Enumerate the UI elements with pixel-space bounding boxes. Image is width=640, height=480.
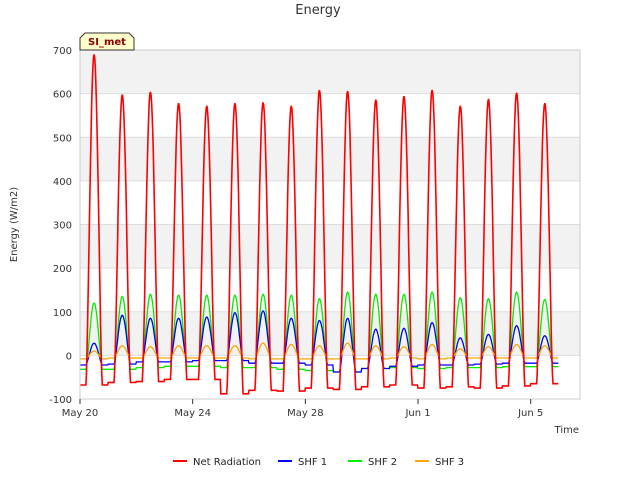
grid-band: [80, 180, 580, 225]
x-axis-label: Time: [554, 425, 579, 436]
grid-band: [80, 93, 580, 138]
y-tick-label: 300: [53, 221, 72, 232]
legend: Net Radiation SHF 1 SHF 2 SHF 3: [173, 457, 464, 468]
legend-label-shf-2: SHF 2: [368, 457, 397, 468]
y-axis: -100 0 100 200 300 400 500 600 700: [49, 46, 72, 406]
y-tick-label: 700: [53, 46, 72, 57]
y-axis-label: Energy (W/m2): [9, 187, 20, 262]
x-tick-label: Jun 5: [517, 408, 543, 419]
grid-band: [80, 50, 580, 94]
grid-band: [80, 137, 580, 181]
badge-label: SI_met: [88, 37, 126, 48]
x-tick-label: May 24: [174, 408, 211, 419]
y-tick-label: 0: [66, 351, 72, 362]
plot-background: [80, 50, 580, 399]
legend-label-net-radiation: Net Radiation: [193, 457, 261, 468]
y-tick-label: 500: [53, 133, 72, 144]
grid-band: [80, 268, 580, 312]
y-tick-label: 100: [53, 308, 72, 319]
series-line-net-radiation: [80, 54, 559, 395]
legend-label-shf-1: SHF 1: [298, 457, 327, 468]
x-tick-label: May 28: [287, 408, 324, 419]
plot-frame: [79, 49, 581, 400]
legend-label-shf-3: SHF 3: [435, 457, 464, 468]
series-line-shf-1: [80, 310, 559, 373]
grid-band: [80, 224, 580, 269]
x-axis: May 20 May 24 May 28 Jun 1 Jun 5: [62, 399, 543, 419]
y-tick-label: 400: [53, 177, 72, 188]
chart-title: Energy: [295, 3, 341, 18]
y-tick-label: 200: [53, 264, 72, 275]
x-tick-label: May 20: [62, 408, 99, 419]
series-line-shf-3: [80, 342, 559, 360]
site-badge: SI_met: [79, 32, 135, 51]
series-lines: [80, 54, 559, 395]
y-tick-label: 600: [53, 90, 72, 101]
badge-box: [79, 32, 135, 51]
grid-band: [80, 311, 580, 356]
x-tick-label: Jun 1: [404, 408, 430, 419]
series-line-shf-2: [80, 291, 559, 373]
grid-band: [80, 355, 580, 399]
y-tick-label: -100: [49, 395, 72, 406]
